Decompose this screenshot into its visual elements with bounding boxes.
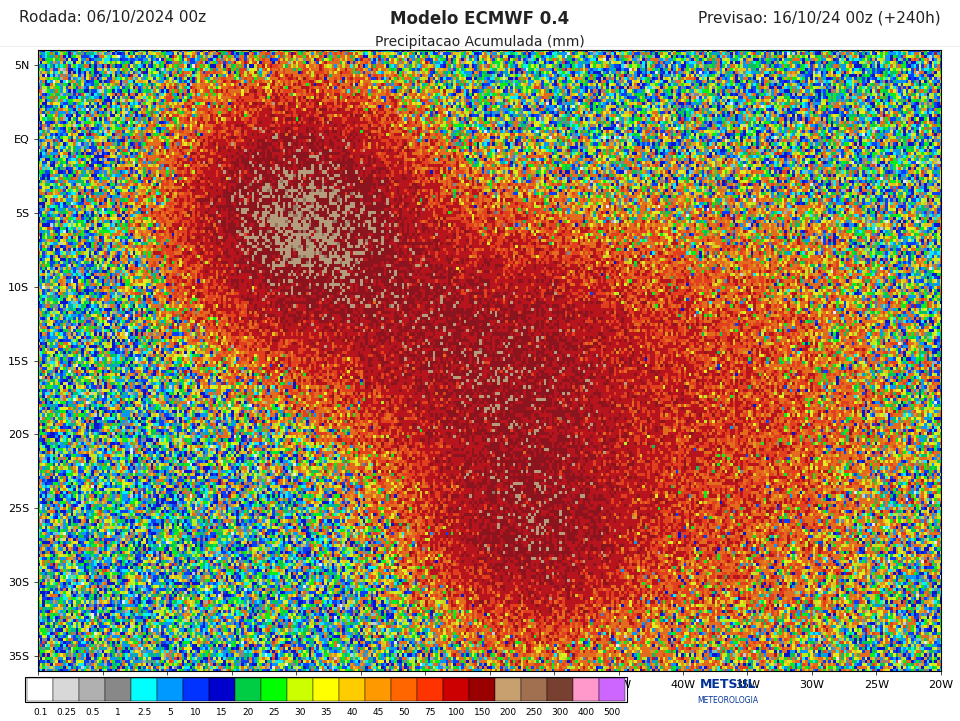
Bar (209, 678, 235, 701)
Text: Previsao: 16/10/24 00z (+240h): Previsao: 16/10/24 00z (+240h) (698, 10, 941, 25)
Bar (418, 678, 444, 701)
Text: 500: 500 (604, 708, 621, 717)
Bar (495, 678, 521, 701)
Text: Modelo ECMWF 0.4: Modelo ECMWF 0.4 (391, 10, 569, 28)
Bar (27, 678, 53, 701)
Text: 0.1: 0.1 (33, 708, 47, 717)
Text: 35: 35 (321, 708, 332, 717)
Bar (235, 678, 261, 701)
Text: 0.5: 0.5 (84, 708, 99, 717)
Text: 45: 45 (372, 708, 384, 717)
Bar (183, 678, 209, 701)
Text: 25: 25 (269, 708, 280, 717)
Text: 1: 1 (115, 708, 121, 717)
Text: 150: 150 (473, 708, 491, 717)
Text: 40: 40 (347, 708, 358, 717)
Text: 100: 100 (447, 708, 465, 717)
Bar (157, 678, 183, 701)
Text: 5: 5 (167, 708, 173, 717)
Bar (547, 678, 573, 701)
Bar (313, 678, 339, 701)
Text: 30: 30 (295, 708, 306, 717)
Text: 2.5: 2.5 (137, 708, 152, 717)
Bar (53, 678, 79, 701)
Text: 300: 300 (552, 708, 569, 717)
Bar (132, 678, 157, 701)
Bar (392, 678, 418, 701)
Bar (339, 678, 365, 701)
Text: Precipitacao Acumulada (mm): Precipitacao Acumulada (mm) (375, 35, 585, 49)
Text: 0.25: 0.25 (56, 708, 76, 717)
Text: 15: 15 (216, 708, 228, 717)
Text: 50: 50 (398, 708, 410, 717)
Text: METSUL: METSUL (700, 678, 756, 691)
Bar (365, 678, 392, 701)
Bar (261, 678, 287, 701)
Bar (573, 678, 599, 701)
Bar (469, 678, 495, 701)
Bar (521, 678, 547, 701)
Text: 200: 200 (500, 708, 516, 717)
Text: 20: 20 (243, 708, 253, 717)
Bar (444, 678, 469, 701)
Text: 10: 10 (190, 708, 202, 717)
Text: Rodada: 06/10/2024 00z: Rodada: 06/10/2024 00z (19, 10, 206, 25)
Text: METEOROLOGIA: METEOROLOGIA (697, 696, 758, 705)
Bar (79, 678, 105, 701)
Bar (287, 678, 313, 701)
Text: 400: 400 (578, 708, 595, 717)
Bar (599, 678, 625, 701)
Text: 250: 250 (526, 708, 542, 717)
Text: 75: 75 (424, 708, 436, 717)
Bar (105, 678, 132, 701)
